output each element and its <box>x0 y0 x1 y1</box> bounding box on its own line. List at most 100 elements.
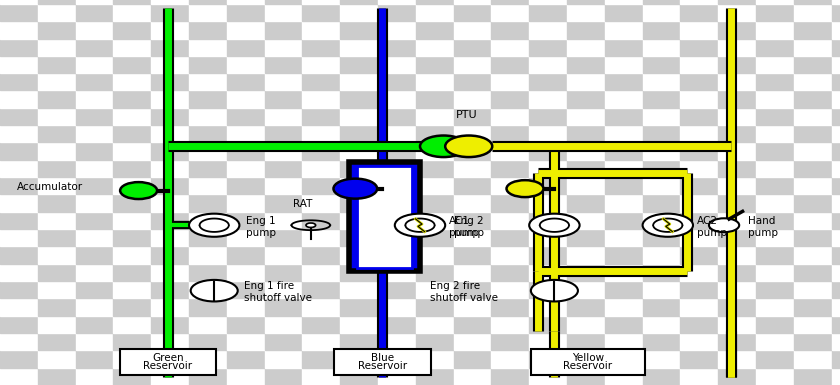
Bar <box>567 350 605 368</box>
Bar <box>567 21 605 38</box>
FancyBboxPatch shape <box>357 166 412 268</box>
Bar <box>680 56 718 73</box>
Bar <box>605 316 643 333</box>
Bar <box>302 350 340 368</box>
Bar <box>416 316 454 333</box>
Bar <box>416 281 454 298</box>
Bar <box>529 246 567 264</box>
Bar <box>113 246 151 264</box>
Bar <box>491 56 529 73</box>
Bar <box>832 0 840 4</box>
Bar <box>680 350 718 368</box>
Bar <box>189 229 227 246</box>
Bar <box>76 21 113 38</box>
Bar <box>76 4 113 21</box>
Bar <box>605 4 643 21</box>
Bar <box>378 90 416 108</box>
Bar <box>76 316 113 333</box>
Bar <box>38 56 76 73</box>
Bar <box>567 298 605 316</box>
Bar <box>227 160 265 177</box>
Bar <box>38 160 76 177</box>
Bar <box>378 4 416 21</box>
Text: shutoff valve: shutoff valve <box>430 293 498 303</box>
Bar <box>0 125 38 142</box>
Bar <box>643 108 680 125</box>
Bar <box>416 38 454 56</box>
Bar <box>680 73 718 90</box>
Bar <box>227 194 265 212</box>
Circle shape <box>333 179 377 199</box>
Bar <box>794 368 832 385</box>
Bar <box>265 56 302 73</box>
Bar <box>416 229 454 246</box>
Bar <box>567 56 605 73</box>
Bar <box>794 316 832 333</box>
Bar <box>302 21 340 38</box>
Bar <box>832 194 840 212</box>
Bar <box>680 368 718 385</box>
Bar <box>76 90 113 108</box>
Bar <box>529 212 567 229</box>
Bar <box>151 73 189 90</box>
Bar <box>76 333 113 350</box>
Bar <box>38 264 76 281</box>
Bar <box>680 333 718 350</box>
Bar <box>680 160 718 177</box>
Bar <box>416 177 454 194</box>
Bar <box>0 194 38 212</box>
Bar <box>76 73 113 90</box>
Bar <box>529 350 567 368</box>
Bar <box>832 212 840 229</box>
Bar <box>832 350 840 368</box>
Bar <box>265 177 302 194</box>
Bar <box>832 56 840 73</box>
Bar <box>454 194 491 212</box>
Bar <box>680 316 718 333</box>
Text: Eng 2 fire: Eng 2 fire <box>430 281 480 291</box>
Bar <box>302 108 340 125</box>
Bar <box>718 350 756 368</box>
Bar <box>0 316 38 333</box>
Bar <box>265 229 302 246</box>
Bar <box>189 368 227 385</box>
Bar <box>567 177 605 194</box>
Bar <box>340 281 378 298</box>
Bar <box>151 246 189 264</box>
Bar <box>832 4 840 21</box>
Bar <box>643 229 680 246</box>
Bar <box>189 212 227 229</box>
Bar <box>265 194 302 212</box>
Bar <box>151 177 189 194</box>
Text: Reservoir: Reservoir <box>564 361 612 371</box>
Bar <box>113 281 151 298</box>
Bar <box>794 73 832 90</box>
Bar <box>756 90 794 108</box>
Text: pump: pump <box>246 228 276 238</box>
Text: Eng 2: Eng 2 <box>454 216 483 226</box>
Bar <box>567 73 605 90</box>
Circle shape <box>395 214 445 237</box>
Bar <box>340 160 378 177</box>
Bar <box>378 298 416 316</box>
Bar <box>454 212 491 229</box>
Bar <box>454 4 491 21</box>
Bar <box>113 177 151 194</box>
Bar <box>227 108 265 125</box>
Bar <box>378 246 416 264</box>
Circle shape <box>189 214 239 237</box>
Circle shape <box>420 136 467 157</box>
Bar <box>113 264 151 281</box>
Bar <box>227 246 265 264</box>
Bar <box>302 194 340 212</box>
Bar <box>756 38 794 56</box>
Bar <box>794 298 832 316</box>
Bar <box>567 160 605 177</box>
Bar <box>643 38 680 56</box>
Bar <box>38 73 76 90</box>
Bar <box>189 333 227 350</box>
Bar <box>151 142 189 160</box>
Bar <box>794 264 832 281</box>
Bar <box>227 333 265 350</box>
Bar <box>0 0 38 4</box>
